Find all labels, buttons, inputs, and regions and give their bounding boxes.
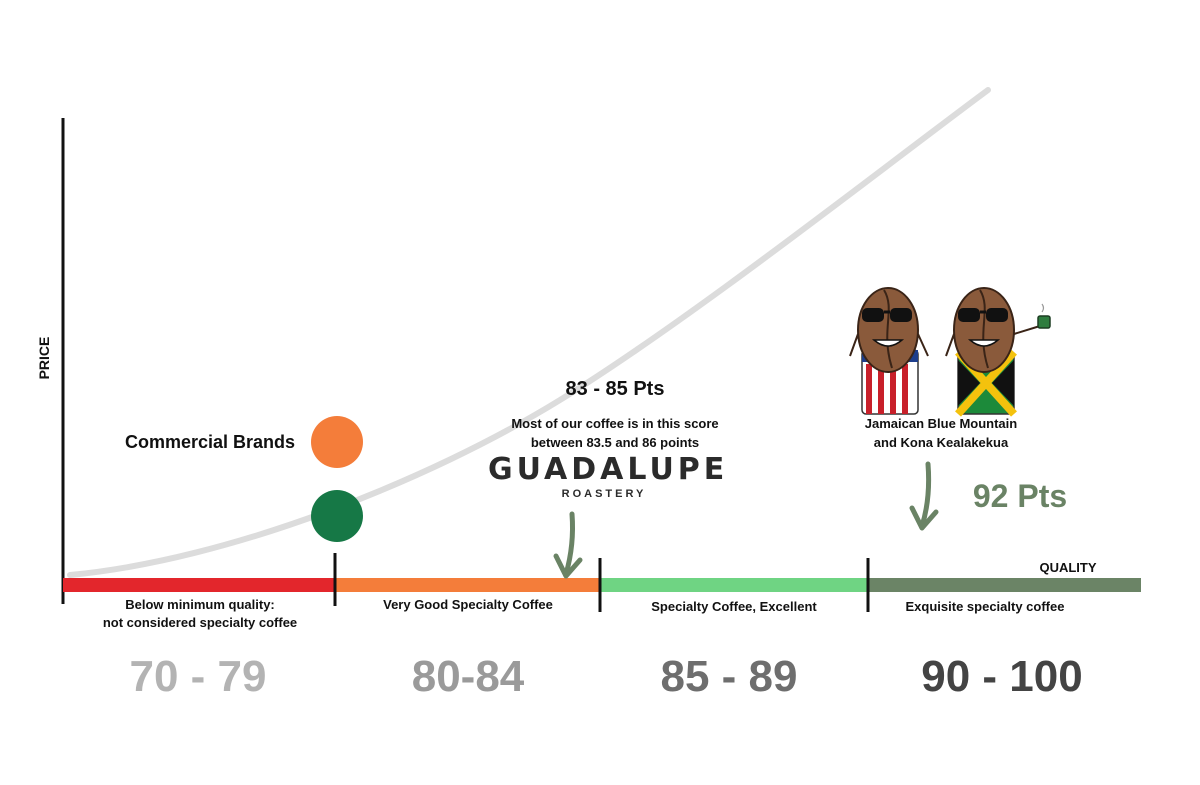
x-axis-label: QUALITY	[1039, 560, 1097, 575]
note-line: between 83.5 and 86 points	[530, 435, 700, 450]
segment-label-80-84: Very Good Specialty Coffee	[383, 597, 553, 612]
roastery-logo-subtitle: ROASTERY	[561, 488, 647, 500]
commercial-brand-circle-orange	[311, 416, 363, 468]
segment-label-70-79: Below minimum quality: not considered sp…	[70, 596, 330, 632]
commercial-brand-circle-green	[311, 490, 363, 542]
arrow-92-icon	[909, 461, 939, 531]
segment-label-line: Below minimum quality:	[125, 597, 275, 612]
score-range-85-89: 85 - 89	[660, 652, 798, 701]
y-axis-label: PRICE	[36, 336, 52, 380]
segment-bar-85-89	[600, 578, 868, 592]
commercial-brands-label: Commercial Brands	[124, 432, 296, 452]
score-range-70-79: 70 - 79	[129, 652, 267, 701]
premium-origins-label: Jamaican Blue Mountain and Kona Kealakek…	[838, 414, 1044, 452]
segment-label-line: not considered specialty coffee	[102, 615, 298, 630]
score-range-90-100: 90 - 100	[921, 652, 1083, 701]
score-92-label: 92 Pts	[972, 478, 1068, 514]
origin-line: and Kona Kealakekua	[873, 435, 1009, 450]
segment-bar-90-100	[868, 578, 1141, 592]
note-line: Most of our coffee is in this score	[511, 416, 719, 431]
segment-bar-70-79	[63, 578, 335, 592]
score-83-85-title: 83 - 85 Pts	[565, 378, 665, 400]
price-curve	[67, 87, 991, 578]
segment-label-85-89: Specialty Coffee, Excellent	[651, 599, 817, 614]
score-range-80-84: 80-84	[411, 652, 525, 701]
score-83-85-note: Most of our coffee is in this score betw…	[480, 414, 750, 452]
segment-bar-80-84	[335, 578, 600, 592]
coffee-bean-mascot-icon	[849, 287, 929, 415]
arrow-83-icon	[553, 511, 583, 579]
origin-line: Jamaican Blue Mountain	[864, 416, 1018, 431]
coffee-bean-mascot-icon	[945, 287, 1051, 417]
segment-label-90-100: Exquisite specialty coffee	[905, 599, 1065, 614]
guadalupe-logo: GUADALUPE	[488, 452, 729, 487]
